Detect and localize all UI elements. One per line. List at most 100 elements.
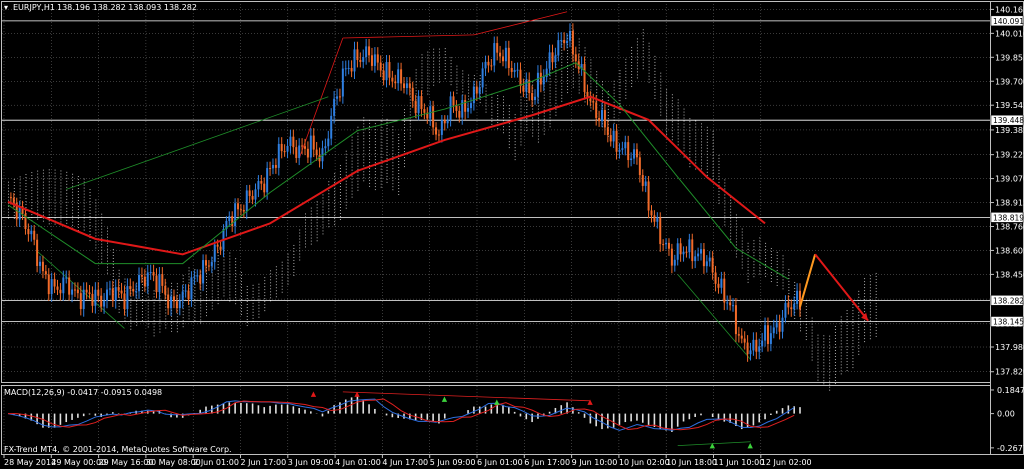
candle-body xyxy=(368,46,371,56)
cloud-dot xyxy=(753,267,755,269)
candle-body xyxy=(193,276,196,278)
cloud-dot xyxy=(398,137,400,139)
cloud-dot xyxy=(782,276,784,278)
cloud-dot xyxy=(235,279,237,281)
cloud-dot xyxy=(543,127,545,129)
cloud-dot xyxy=(701,135,702,137)
cloud-dot xyxy=(229,288,231,290)
candle-body xyxy=(452,96,455,106)
cloud-dot xyxy=(514,150,516,152)
cloud-dot xyxy=(147,299,149,301)
cloud-dot xyxy=(770,278,772,280)
symbol-dropdown-icon[interactable]: ▾ xyxy=(4,3,8,12)
cloud-dot xyxy=(19,185,21,187)
forecast-arrowhead xyxy=(861,312,869,321)
cloud-dot xyxy=(654,61,656,63)
cloud-dot xyxy=(101,261,103,263)
cloud-dot xyxy=(37,203,39,205)
cloud-dot xyxy=(642,53,644,55)
cloud-dot xyxy=(503,126,504,128)
candle-body xyxy=(271,165,274,169)
cloud-dot xyxy=(712,154,714,156)
cloud-dot xyxy=(374,156,376,158)
cloud-dot xyxy=(765,251,767,253)
cloud-dot xyxy=(660,96,662,98)
cloud-dot xyxy=(770,266,772,268)
cloud-dot xyxy=(869,323,871,325)
cloud-dot xyxy=(695,168,697,170)
cloud-dot xyxy=(636,62,638,64)
cloud-dot xyxy=(829,338,831,340)
copyright-text: FX-Trend MT4, © 2001-2014, MetaQuotes So… xyxy=(4,445,232,454)
trendline xyxy=(677,274,751,360)
cloud-dot xyxy=(89,198,91,200)
cloud-dot xyxy=(374,159,376,161)
cloud-dot xyxy=(252,290,254,292)
cloud-dot xyxy=(240,289,242,291)
cloud-dot xyxy=(141,302,143,304)
cloud-dot xyxy=(112,275,114,277)
cloud-dot xyxy=(66,222,68,224)
cloud-dot xyxy=(264,277,266,279)
candle-body xyxy=(289,136,292,146)
cloud-dot xyxy=(310,213,312,215)
cloud-dot xyxy=(532,129,534,131)
cloud-dot xyxy=(567,65,569,67)
cloud-dot xyxy=(316,207,318,209)
cloud-dot xyxy=(765,272,767,274)
cloud-dot xyxy=(607,99,609,101)
cloud-dot xyxy=(759,267,761,269)
cloud-dot xyxy=(491,120,493,122)
cloud-dot xyxy=(25,195,27,197)
candle-body xyxy=(595,102,598,119)
cloud-dot xyxy=(456,65,458,67)
cloud-dot xyxy=(83,205,85,207)
candle-body xyxy=(138,275,141,292)
cloud-dot xyxy=(176,316,178,318)
candle-body xyxy=(566,40,569,44)
cloud-dot xyxy=(339,203,341,205)
cloud-dot xyxy=(654,82,656,84)
cloud-dot xyxy=(520,111,522,113)
candle-body xyxy=(461,100,464,118)
cloud-dot xyxy=(701,138,702,140)
cloud-dot xyxy=(229,285,231,287)
cloud-dot xyxy=(508,120,510,122)
cloud-dot xyxy=(83,211,85,213)
cloud-dot xyxy=(54,202,56,204)
cloud-dot xyxy=(211,290,213,292)
candle-body xyxy=(601,110,603,122)
cloud-dot xyxy=(677,120,679,122)
cloud-dot xyxy=(270,288,272,290)
cloud-dot xyxy=(339,212,341,214)
cloud-dot xyxy=(252,293,254,295)
cloud-dot xyxy=(718,154,720,156)
cloud-dot xyxy=(508,129,510,131)
cloud-dot xyxy=(607,108,609,110)
candle-body xyxy=(586,91,589,99)
cloud-dot xyxy=(619,85,621,87)
x-tick-label: 29 May 00:00 xyxy=(51,458,106,467)
cloud-dot xyxy=(747,260,749,262)
cloud-dot xyxy=(875,281,877,283)
cloud-dot xyxy=(741,264,743,266)
cloud-dot xyxy=(765,245,767,247)
cloud-dot xyxy=(666,125,668,127)
cloud-dot xyxy=(54,199,56,201)
cloud-dot xyxy=(724,197,726,199)
cloud-dot xyxy=(811,359,813,361)
cloud-dot xyxy=(83,193,85,195)
candle-body xyxy=(528,79,531,94)
cloud-dot xyxy=(724,224,726,226)
cloud-dot xyxy=(141,293,143,295)
cloud-dot xyxy=(316,240,318,242)
cloud-dot xyxy=(689,151,691,153)
cloud-dot xyxy=(508,126,510,128)
cloud-dot xyxy=(508,105,510,107)
cloud-dot xyxy=(776,284,778,286)
price-panel-frame xyxy=(1,1,991,383)
cloud-dot xyxy=(444,48,446,50)
cloud-dot xyxy=(415,84,417,86)
x-tick-label: 29 May 16:00 xyxy=(99,458,154,467)
cloud-dot xyxy=(864,284,866,286)
